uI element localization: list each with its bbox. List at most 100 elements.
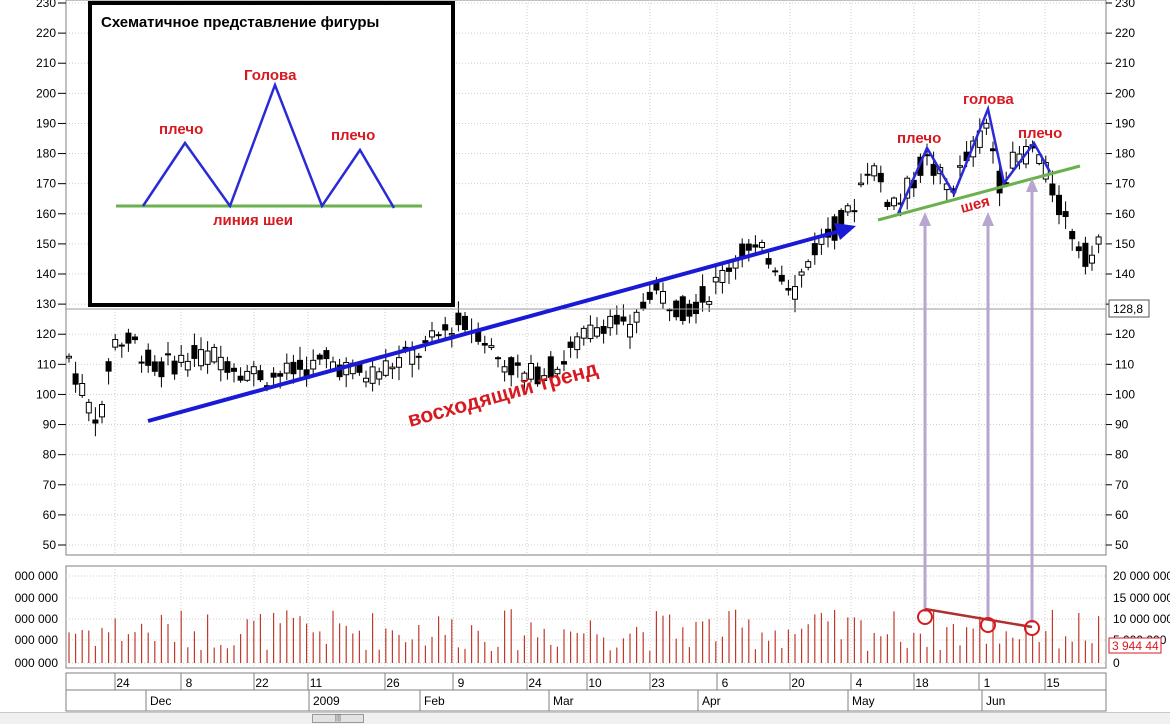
candle-body: [112, 339, 119, 348]
price-tick-label-left: 230: [36, 0, 56, 10]
candle-body: [1056, 194, 1062, 216]
candle-body: [257, 370, 264, 381]
candle-body: [983, 122, 990, 129]
month-tick-label: 2009: [313, 694, 340, 708]
current-value-box: [1108, 299, 1150, 318]
day-tick-label: 24: [116, 676, 130, 690]
candle-body: [871, 165, 878, 177]
price-tick-label-right: 120: [1115, 327, 1135, 341]
candle-body: [151, 361, 158, 372]
candle-body: [237, 375, 244, 381]
candle-body: [376, 371, 383, 380]
day-tick-label: 20: [791, 676, 805, 690]
candle-body: [85, 401, 92, 414]
candle-body: [1049, 183, 1056, 196]
horizontal-scrollbar[interactable]: |||: [0, 712, 1170, 724]
inset-zigzag: [141, 81, 396, 209]
candle-body: [92, 419, 99, 424]
pattern-zigzag: [896, 104, 1052, 215]
candle-body: [1075, 246, 1082, 252]
price-tick-label-left: 50: [43, 538, 57, 552]
candle-body: [726, 267, 732, 272]
candle-body: [66, 355, 72, 359]
schematic-inset: Схематичное представление фигуры плечо Г…: [88, 1, 455, 307]
day-tick-label: 22: [255, 676, 269, 690]
candle-body: [858, 182, 864, 186]
scroll-grip: |||: [334, 713, 342, 722]
candle-body: [600, 326, 607, 334]
candle-body: [501, 366, 508, 373]
candle-body: [396, 357, 402, 368]
candle-body: [132, 336, 138, 341]
candle-body: [554, 368, 561, 375]
candle-body: [277, 373, 284, 377]
price-tick-label-left: 200: [36, 86, 56, 100]
candle-body: [283, 362, 290, 374]
candle-body: [158, 361, 165, 378]
candle-body: [138, 361, 145, 364]
candle-body: [198, 349, 204, 367]
candle-body: [316, 354, 323, 360]
candle-body: [184, 360, 191, 371]
candle-body: [646, 291, 653, 300]
day-tick-label: 23: [651, 676, 665, 690]
candle-body: [666, 309, 673, 312]
day-tick-label: 6: [722, 676, 729, 690]
candle-body: [864, 173, 871, 176]
candle-body: [534, 366, 541, 385]
candle-body: [204, 350, 211, 365]
candle-body: [79, 383, 86, 396]
price-tick-label-right: 100: [1115, 387, 1135, 401]
candle-body: [891, 197, 897, 207]
price-tick-label-right: 50: [1115, 538, 1129, 552]
price-tick-label-right: 140: [1115, 267, 1135, 281]
volume-tick-label-left: 000 000: [15, 591, 59, 605]
price-tick-label-right: 70: [1115, 478, 1129, 492]
candle-body: [996, 170, 1003, 194]
price-tick-label-right: 220: [1115, 26, 1135, 40]
price-grid: [66, 2, 1106, 546]
price-tick-label-left: 90: [43, 418, 57, 432]
candle-body: [930, 163, 937, 176]
candle-body: [778, 274, 785, 282]
uptrend-arrowhead: [834, 223, 856, 240]
candle-body: [224, 361, 231, 373]
candle-body: [765, 258, 772, 265]
inset-head: Голова: [244, 67, 297, 84]
candle-body: [792, 286, 798, 300]
day-tick-label: 4: [856, 676, 863, 690]
volume-divergence-line: [924, 607, 1033, 629]
candle-body: [613, 314, 620, 325]
volume-tick-label-right: 15 000 000: [1113, 591, 1170, 605]
scroll-thumb[interactable]: |||: [312, 713, 364, 723]
candle-body: [541, 375, 548, 381]
pattern-neckline: [877, 164, 1081, 222]
candle-body: [719, 269, 726, 283]
price-tick-label-right: 90: [1115, 418, 1129, 432]
price-tick-label-left: 80: [43, 448, 57, 462]
candle-body: [435, 334, 442, 337]
price-tick-label-left: 180: [36, 147, 56, 161]
volume-tick-label-right: 20 000 000: [1113, 569, 1170, 583]
candle-body: [785, 287, 792, 291]
candle-body: [877, 172, 884, 183]
candle-body: [99, 404, 105, 418]
candle-body: [712, 276, 719, 283]
month-tick-label: Dec: [150, 694, 171, 708]
candle-body: [574, 336, 581, 351]
day-tick-label: 18: [915, 676, 929, 690]
candle-body: [145, 349, 152, 366]
candle-body: [409, 349, 416, 365]
candle-body: [495, 357, 501, 360]
inset-left-shoulder: плечо: [159, 121, 203, 138]
volume-circle-2: [980, 617, 996, 633]
candle-body: [363, 377, 369, 383]
candle-body: [1069, 231, 1076, 240]
candle-body: [528, 363, 534, 380]
price-tick-label-left: 110: [37, 357, 56, 371]
x-axis-panel: [65, 672, 1107, 712]
candle-body: [640, 301, 647, 309]
price-tick-label-left: 210: [36, 56, 56, 70]
candle-body: [508, 357, 515, 376]
candle-body: [752, 244, 759, 248]
